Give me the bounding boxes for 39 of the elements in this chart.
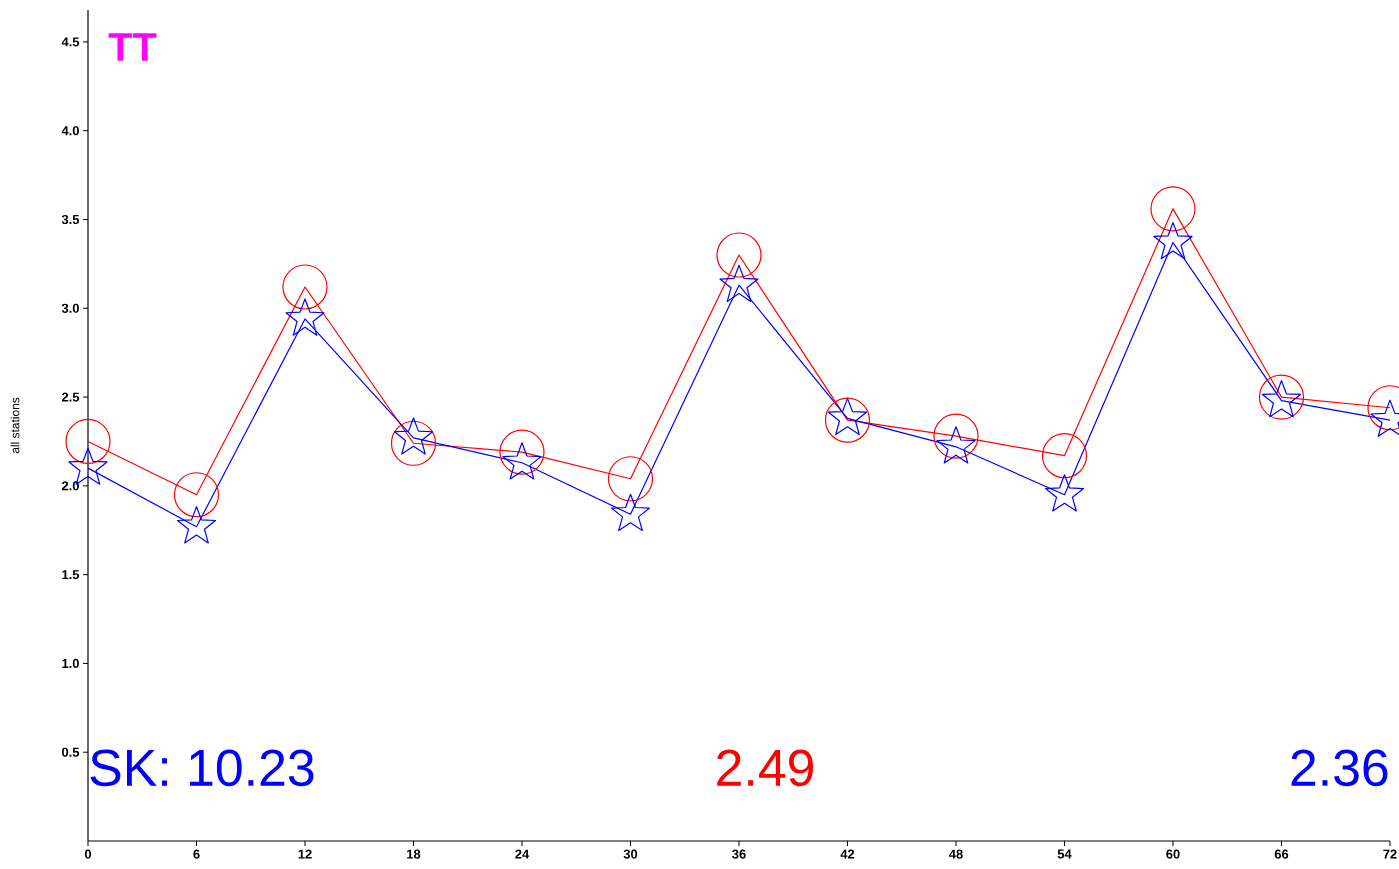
point	[1044, 474, 1085, 512]
annotation: 2.49	[717, 749, 813, 787]
y-tick-label: 3.5	[61, 214, 80, 225]
point	[1150, 186, 1196, 232]
annotation: 2.36	[1291, 749, 1388, 787]
y-tick-label: 1.5	[62, 570, 80, 580]
point	[282, 264, 328, 310]
x-tick-label: 66	[1274, 849, 1289, 859]
x-tick-label: 36	[732, 849, 746, 859]
point	[610, 493, 651, 532]
y-tick-label: 3.0	[61, 303, 79, 313]
x-tick-label: 42	[840, 849, 855, 859]
point	[719, 264, 759, 302]
x-tick-label: 24	[515, 849, 530, 859]
x-tick-label: 18	[407, 849, 421, 859]
y-tick-label: 1.0	[62, 658, 79, 669]
y-tick-label: 4.5	[61, 37, 80, 47]
x-tick-label: 48	[948, 849, 963, 859]
x-tick-label: 0	[84, 849, 92, 859]
chart-title: TT	[108, 33, 157, 61]
point	[1153, 221, 1193, 260]
x-tick-label: 60	[1166, 849, 1180, 859]
y-axis-title: all stations	[10, 397, 20, 454]
y-tick-label: 2.5	[61, 392, 80, 402]
x-tick-label: 12	[298, 849, 312, 859]
point	[1041, 433, 1088, 479]
y-tick-label: 0.5	[61, 747, 80, 757]
point	[607, 456, 654, 502]
x-tick-label: 54	[1057, 849, 1072, 859]
point	[65, 418, 111, 465]
point	[176, 506, 217, 544]
point	[285, 298, 325, 336]
x-tick-label: 72	[1383, 849, 1397, 859]
y-tick-label: 2.0	[61, 481, 79, 491]
x-tick-label: 30	[623, 849, 638, 859]
y-tick-label: 4.0	[61, 126, 79, 136]
point	[173, 472, 220, 518]
x-tick-label: 6	[193, 849, 200, 859]
annotation: SK: 10.23	[90, 749, 314, 787]
